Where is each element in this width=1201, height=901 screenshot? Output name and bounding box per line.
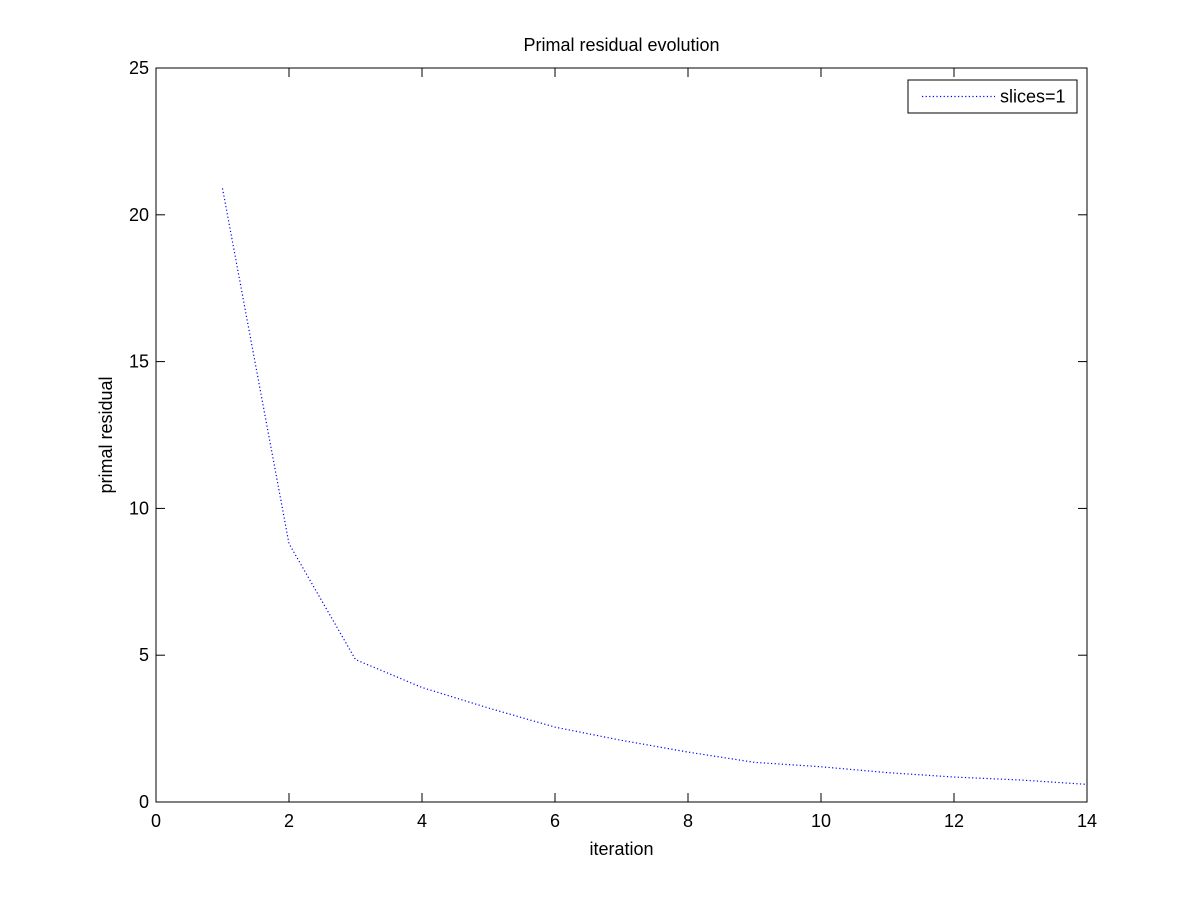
y-axis-title: primal residual: [96, 376, 116, 493]
x-tick-label: 4: [417, 811, 427, 831]
x-tick-label: 0: [151, 811, 161, 831]
axes: 0 2 4 6 8 10 12 14 0 5 10 15 20 25: [129, 58, 1097, 831]
x-tick-label: 14: [1077, 811, 1097, 831]
y-tick-label: 10: [129, 498, 149, 518]
x-tick-label: 12: [944, 811, 964, 831]
series-layer: [221, 188, 1088, 785]
plot-frame: [155, 67, 1088, 803]
legend: slices=1: [907, 79, 1078, 114]
y-tick-label: 25: [129, 58, 149, 78]
y-tick-label: 20: [129, 205, 149, 225]
x-tick-label: 2: [284, 811, 294, 831]
chart-title: Primal residual evolution: [523, 35, 719, 55]
y-tick-label: 5: [139, 645, 149, 665]
legend-box: [907, 79, 1078, 114]
x-tick-label: 6: [550, 811, 560, 831]
x-tick-label: 8: [683, 811, 693, 831]
y-tick-label: 0: [139, 792, 149, 812]
legend-label: slices=1: [1000, 87, 1066, 107]
y-tick-label: 15: [129, 352, 149, 372]
series-line: [221, 188, 1088, 785]
x-tick-label: 10: [811, 811, 831, 831]
x-axis-title: iteration: [589, 839, 653, 859]
